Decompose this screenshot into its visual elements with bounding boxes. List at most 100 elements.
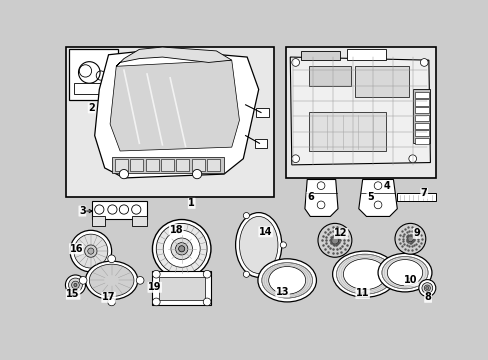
Circle shape [175,243,187,255]
Bar [131,216,147,226]
Circle shape [203,298,210,306]
Bar [91,201,147,219]
Text: 19: 19 [148,282,161,292]
Bar [301,51,339,60]
Polygon shape [290,57,429,165]
Bar [414,122,428,129]
Bar [414,99,428,105]
Ellipse shape [332,251,396,297]
Bar [161,159,174,171]
Bar [414,92,428,98]
Bar [346,49,385,60]
Bar [285,47,435,178]
Text: 4: 4 [383,181,389,191]
Ellipse shape [336,254,393,294]
Bar [68,49,118,100]
Bar [414,107,428,113]
Bar [308,112,385,151]
Text: 18: 18 [169,225,183,235]
Circle shape [178,246,184,252]
Text: 9: 9 [412,228,419,238]
Circle shape [65,275,85,295]
Circle shape [74,283,77,287]
Circle shape [291,59,299,66]
Circle shape [87,248,94,254]
Text: 8: 8 [424,292,430,302]
Circle shape [79,62,100,83]
Circle shape [163,230,200,267]
Text: 10: 10 [404,275,417,285]
Bar [152,271,210,305]
Circle shape [156,223,207,274]
Polygon shape [116,47,231,66]
Text: 1: 1 [188,198,195,208]
Bar [414,130,428,136]
Circle shape [79,276,87,284]
Circle shape [152,298,160,306]
Bar [413,89,429,143]
Text: 16: 16 [69,244,83,254]
Text: 2: 2 [88,103,95,113]
Bar [66,47,274,197]
Text: 14: 14 [258,227,272,237]
Bar [254,139,266,148]
Circle shape [152,220,210,278]
Ellipse shape [386,260,422,286]
Polygon shape [95,49,258,178]
Bar [396,193,435,201]
Circle shape [68,278,82,292]
Bar [354,66,408,97]
Text: 6: 6 [306,192,313,202]
Circle shape [74,234,107,268]
Circle shape [192,170,202,179]
Ellipse shape [261,263,312,298]
Circle shape [71,281,79,289]
Text: 11: 11 [355,288,368,298]
Circle shape [291,155,299,163]
Circle shape [394,223,425,254]
Circle shape [330,237,338,244]
Circle shape [407,236,413,242]
Text: 12: 12 [334,228,347,238]
Circle shape [420,59,427,66]
Ellipse shape [257,259,316,302]
Bar [112,157,224,172]
Circle shape [203,270,210,278]
Ellipse shape [377,253,431,292]
Ellipse shape [381,256,427,289]
Bar [158,276,204,300]
Circle shape [243,271,249,277]
Circle shape [152,270,160,278]
Bar [191,159,204,171]
Bar [414,115,428,121]
Circle shape [408,155,416,163]
Circle shape [280,242,286,248]
Text: 3: 3 [79,206,85,216]
Bar [74,83,111,94]
Ellipse shape [235,213,281,277]
Circle shape [243,212,249,219]
Bar [414,138,428,144]
Circle shape [418,280,435,297]
Circle shape [425,287,428,289]
Bar [256,108,268,117]
Circle shape [136,276,143,284]
Circle shape [107,255,115,263]
Circle shape [119,170,128,179]
Ellipse shape [89,264,134,297]
Bar [91,216,104,226]
Bar [145,159,158,171]
Bar [130,159,143,171]
Text: 13: 13 [275,287,289,297]
Polygon shape [305,180,337,216]
Bar [308,66,350,86]
Bar [176,159,189,171]
Ellipse shape [268,266,305,294]
Ellipse shape [239,216,277,274]
Ellipse shape [343,259,386,289]
Ellipse shape [85,261,138,300]
Circle shape [424,285,429,291]
Text: 5: 5 [366,192,373,202]
Circle shape [84,245,97,257]
Polygon shape [110,60,239,151]
